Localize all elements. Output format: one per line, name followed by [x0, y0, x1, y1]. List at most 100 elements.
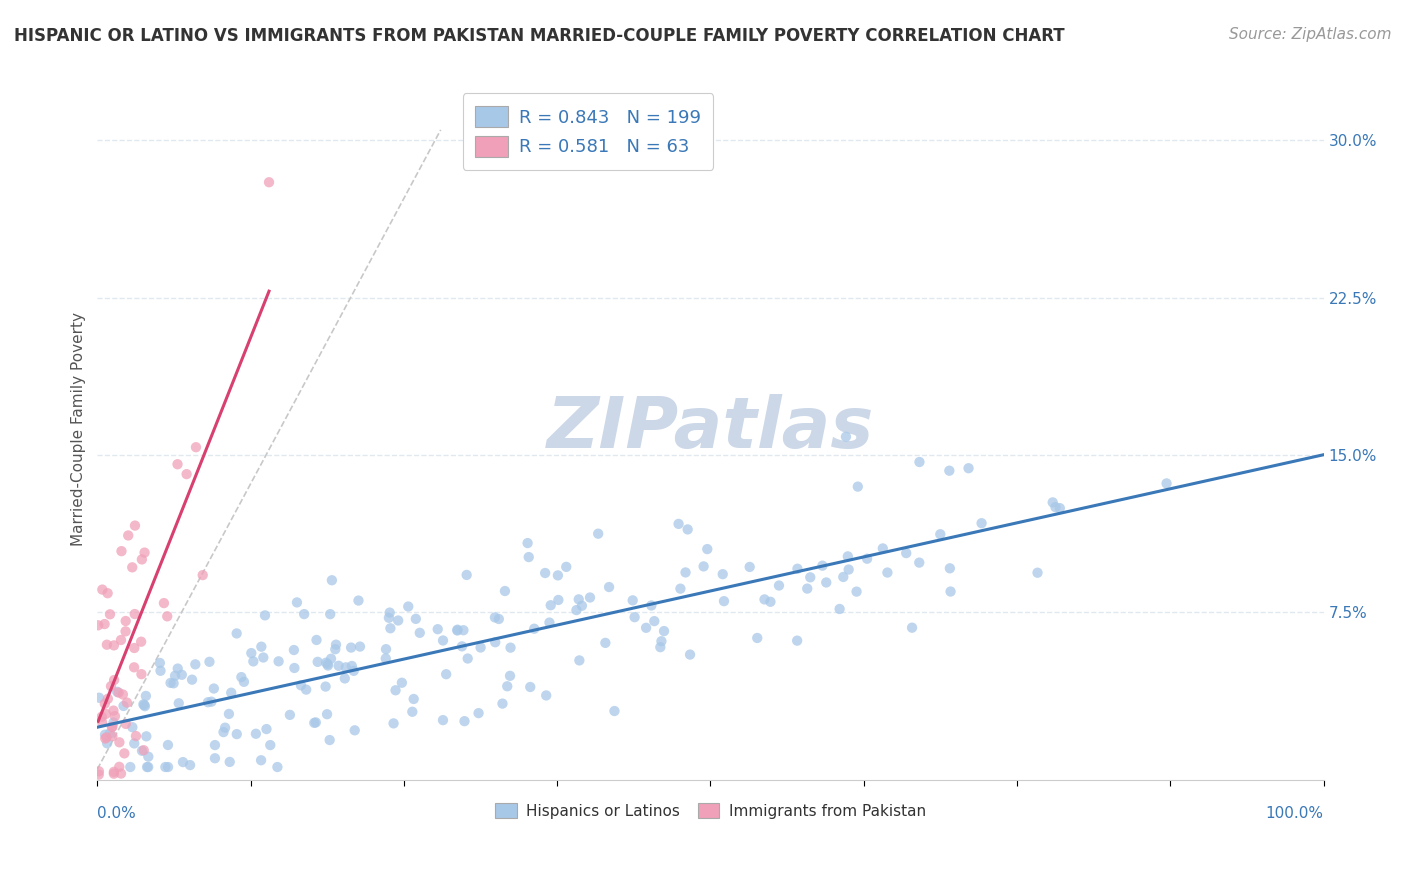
- Point: [432, 633, 454, 648]
- Point: [347, 593, 370, 607]
- Point: [87, 690, 110, 705]
- Text: HISPANIC OR LATINO VS IMMIGRANTS FROM PAKISTAN MARRIED-COUPLE FAMILY POVERTY COR: HISPANIC OR LATINO VS IMMIGRANTS FROM PA…: [14, 27, 1064, 45]
- Point: [305, 715, 328, 730]
- Point: [636, 621, 658, 635]
- Point: [668, 516, 690, 531]
- Point: [94, 706, 117, 721]
- Point: [457, 651, 479, 665]
- Point: [333, 672, 356, 686]
- Point: [124, 607, 146, 621]
- Text: 0.0%: 0.0%: [97, 806, 136, 822]
- Point: [669, 582, 692, 596]
- Point: [253, 608, 276, 623]
- Point: [305, 632, 328, 647]
- Point: [856, 551, 879, 566]
- Point: [519, 680, 541, 694]
- Point: [121, 720, 143, 734]
- Point: [134, 699, 156, 714]
- Legend: Hispanics or Latinos, Immigrants from Pakistan: Hispanics or Latinos, Immigrants from Pa…: [489, 797, 932, 824]
- Point: [598, 580, 620, 594]
- Point: [538, 615, 561, 630]
- Point: [586, 526, 609, 541]
- Point: [225, 727, 247, 741]
- Point: [484, 635, 506, 649]
- Point: [98, 607, 121, 622]
- Point: [110, 632, 132, 647]
- Point: [184, 657, 207, 672]
- Point: [340, 640, 363, 655]
- Point: [166, 457, 188, 471]
- Point: [165, 669, 187, 683]
- Point: [446, 624, 468, 638]
- Point: [256, 722, 278, 736]
- Point: [499, 640, 522, 655]
- Point: [939, 584, 962, 599]
- Point: [319, 607, 342, 622]
- Point: [132, 743, 155, 757]
- Point: [786, 633, 808, 648]
- Point: [212, 725, 235, 739]
- Point: [104, 709, 127, 723]
- Point: [640, 599, 662, 613]
- Point: [837, 549, 859, 564]
- Point: [218, 755, 240, 769]
- Point: [283, 661, 305, 675]
- Point: [796, 582, 818, 596]
- Point: [135, 689, 157, 703]
- Point: [908, 455, 931, 469]
- Point: [103, 764, 125, 779]
- Point: [87, 764, 110, 779]
- Point: [621, 593, 644, 607]
- Point: [811, 558, 834, 573]
- Point: [112, 747, 135, 761]
- Point: [198, 655, 221, 669]
- Point: [240, 646, 263, 660]
- Point: [155, 760, 177, 774]
- Point: [200, 695, 222, 709]
- Point: [131, 552, 153, 566]
- Point: [156, 609, 179, 624]
- Point: [96, 638, 118, 652]
- Point: [156, 738, 179, 752]
- Point: [159, 676, 181, 690]
- Point: [122, 736, 145, 750]
- Point: [1045, 500, 1067, 515]
- Point: [97, 586, 120, 600]
- Point: [970, 516, 993, 531]
- Text: ZIPatlas: ZIPatlas: [547, 394, 875, 463]
- Point: [153, 596, 176, 610]
- Point: [378, 611, 401, 625]
- Point: [315, 656, 337, 670]
- Point: [328, 658, 350, 673]
- Point: [114, 614, 136, 628]
- Point: [112, 698, 135, 713]
- Point: [233, 674, 256, 689]
- Point: [103, 766, 125, 780]
- Point: [747, 631, 769, 645]
- Point: [266, 760, 288, 774]
- Point: [799, 570, 821, 584]
- Point: [568, 592, 591, 607]
- Point: [1042, 495, 1064, 509]
- Point: [845, 584, 868, 599]
- Point: [108, 760, 131, 774]
- Point: [496, 679, 519, 693]
- Point: [103, 673, 125, 687]
- Point: [1156, 476, 1178, 491]
- Point: [382, 716, 405, 731]
- Point: [100, 785, 122, 799]
- Point: [162, 676, 184, 690]
- Point: [929, 527, 952, 541]
- Point: [456, 568, 478, 582]
- Point: [534, 689, 557, 703]
- Point: [467, 706, 489, 720]
- Point: [124, 518, 146, 533]
- Point: [321, 574, 343, 588]
- Point: [555, 559, 578, 574]
- Point: [876, 566, 898, 580]
- Point: [838, 563, 860, 577]
- Point: [96, 736, 118, 750]
- Point: [391, 675, 413, 690]
- Point: [259, 738, 281, 752]
- Point: [101, 720, 124, 734]
